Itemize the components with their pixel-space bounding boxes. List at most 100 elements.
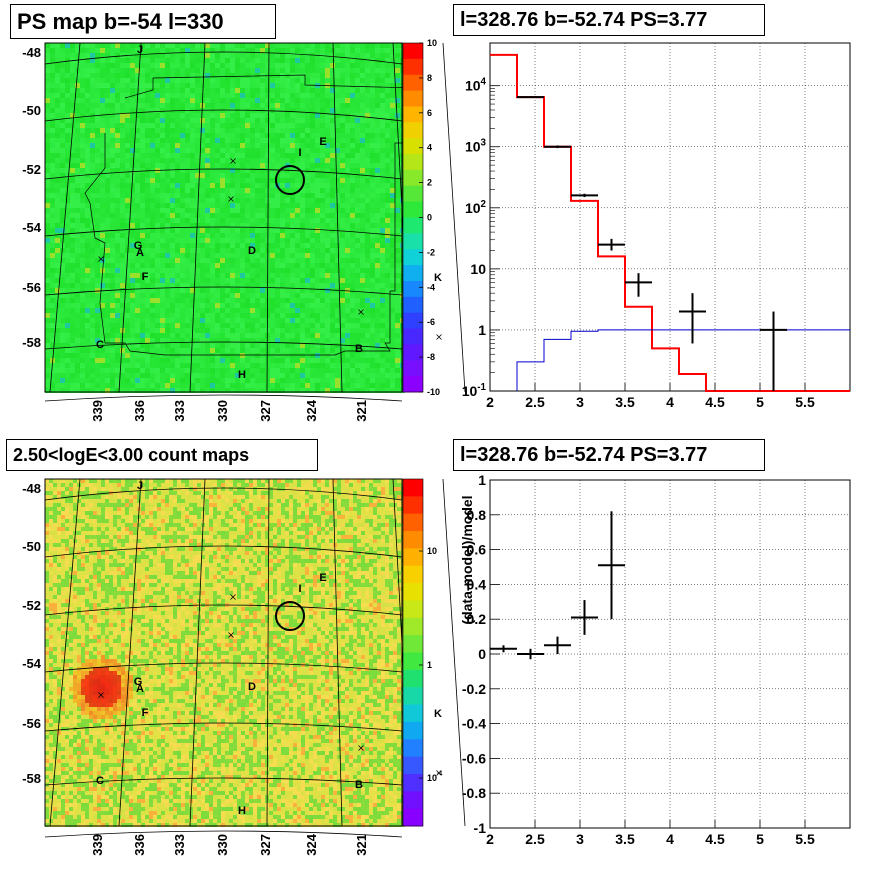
map-cell (200, 253, 205, 258)
map-cell (310, 203, 315, 208)
map-cell (55, 138, 60, 143)
map-cell (175, 278, 180, 283)
map-cell (370, 48, 375, 53)
map-cell (60, 303, 65, 308)
map-cell (50, 88, 55, 93)
map-cell (275, 313, 280, 318)
map-cell (180, 168, 185, 173)
map-cell (245, 118, 250, 123)
map-cell (390, 228, 395, 233)
map-cell (290, 353, 295, 358)
map-cell (175, 258, 180, 263)
map-cell (200, 63, 205, 68)
map-cell (45, 303, 50, 308)
map-cell (280, 178, 285, 183)
map-cell (270, 233, 275, 238)
map-cell (50, 183, 55, 188)
map-cell (330, 253, 335, 258)
map-cell (390, 53, 395, 58)
map-cell (315, 93, 320, 98)
map-cell (280, 193, 285, 198)
map-cell (240, 303, 245, 308)
map-cell (350, 63, 355, 68)
map-cell (65, 103, 70, 108)
map-cell (180, 138, 185, 143)
map-cell (355, 378, 360, 383)
map-cell (230, 113, 235, 118)
map-cell (155, 323, 160, 328)
map-cell (145, 378, 150, 383)
map-cell (305, 223, 310, 228)
map-cell (340, 178, 345, 183)
map-cell (250, 118, 255, 123)
map-cell (80, 98, 85, 103)
map-cell (185, 213, 190, 218)
map-cell (280, 48, 285, 53)
map-cell (85, 148, 90, 153)
map-cell (390, 343, 395, 348)
map-cell (300, 63, 305, 68)
map-cell (125, 303, 130, 308)
map-cell (50, 63, 55, 68)
map-cell (165, 128, 170, 133)
map-cell (395, 273, 400, 278)
map-cell (375, 178, 380, 183)
map-cell (225, 178, 230, 183)
map-cell (170, 223, 175, 228)
map-cell (340, 248, 345, 253)
map-cell (90, 63, 95, 68)
map-cell (90, 208, 95, 213)
map-cell (225, 163, 230, 168)
map-cell (140, 378, 145, 383)
map-cell (140, 208, 145, 213)
map-cell (120, 73, 125, 78)
map-cell (390, 83, 395, 88)
map-cell (390, 338, 395, 343)
map-cell (45, 98, 50, 103)
map-cell (315, 218, 320, 223)
map-cell (280, 253, 285, 258)
map-cell (360, 98, 365, 103)
map-cell (295, 263, 300, 268)
map-cell (370, 78, 375, 83)
map-cell (80, 118, 85, 123)
map-cell (360, 328, 365, 333)
map-cell (60, 373, 65, 378)
map-cell (385, 343, 390, 348)
map-cell (55, 113, 60, 118)
map-cell (270, 188, 275, 193)
map-cell (125, 338, 130, 343)
map-cell (340, 108, 345, 113)
map-cell (95, 338, 100, 343)
map-cell (240, 273, 245, 278)
map-cell (355, 253, 360, 258)
map-cell (300, 203, 305, 208)
map-cell (325, 93, 330, 98)
map-cell (385, 328, 390, 333)
map-cell (100, 98, 105, 103)
map-cell (180, 258, 185, 263)
map-cell (265, 178, 270, 183)
map-cell (165, 168, 170, 173)
map-cell (325, 358, 330, 363)
map-cell (320, 278, 325, 283)
map-cell (190, 113, 195, 118)
map-cell (80, 148, 85, 153)
map-cell (265, 58, 270, 63)
map-cell (390, 163, 395, 168)
map-cell (245, 353, 250, 358)
map-cell (285, 308, 290, 313)
map-cell (190, 73, 195, 78)
map-cell (380, 78, 385, 83)
map-cell (360, 43, 365, 48)
map-cell (310, 78, 315, 83)
map-cell (190, 378, 195, 383)
map-cell (75, 368, 80, 373)
map-cell (170, 318, 175, 323)
map-cell (120, 128, 125, 133)
map-cell (65, 383, 70, 388)
map-cell (60, 178, 65, 183)
map-cell (190, 158, 195, 163)
map-cell (175, 363, 180, 368)
map-cell (185, 258, 190, 263)
